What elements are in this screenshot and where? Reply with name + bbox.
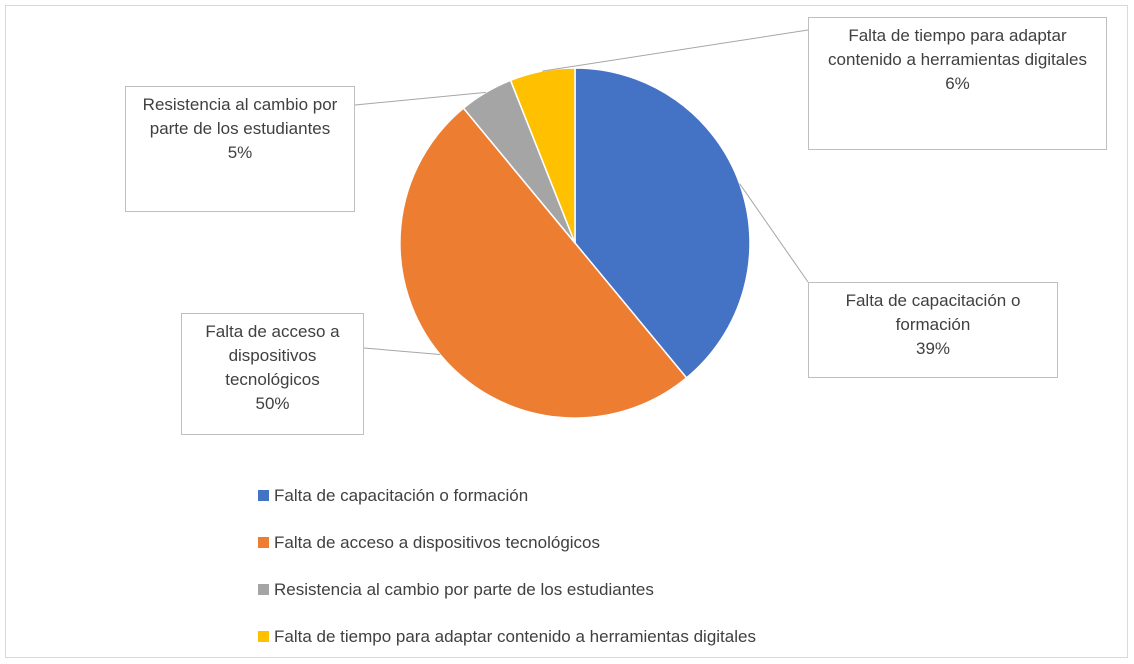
data-label: Falta de tiempo para adaptar contenido a…: [808, 17, 1107, 150]
leader-line: [354, 91, 486, 106]
data-label-value: 5%: [227, 143, 253, 162]
legend-item: Resistencia al cambio por parte de los e…: [258, 580, 654, 600]
data-label-value: 6%: [945, 74, 970, 93]
legend-swatch: [258, 584, 269, 595]
data-label-name: Falta de tiempo para adaptar contenido a…: [828, 26, 1087, 69]
leader-line: [739, 183, 809, 283]
leader-line: [542, 29, 809, 72]
legend-item: Falta de acceso a dispositivos tecnológi…: [258, 533, 600, 553]
data-label: Falta de capacitación o formación 39%: [808, 282, 1058, 378]
data-label: Resistencia al cambio por parte de los e…: [125, 86, 355, 212]
legend-swatch: [258, 631, 269, 642]
legend-swatch: [258, 490, 269, 501]
data-label-name: Falta de acceso a dispositivos tecnológi…: [205, 322, 340, 389]
pie-slice: [574, 67, 751, 379]
legend-label: Falta de tiempo para adaptar contenido a…: [274, 627, 756, 646]
legend-label: Falta de acceso a dispositivos tecnológi…: [274, 533, 601, 552]
data-label-value: 39%: [915, 339, 951, 358]
legend-label: Falta de capacitación o formación: [274, 486, 529, 505]
legend-swatch: [258, 537, 269, 548]
data-label: Falta de acceso a dispositivos tecnológi…: [181, 313, 364, 435]
legend-item: Falta de capacitación o formación: [258, 486, 528, 506]
leader-line: [363, 347, 441, 356]
data-label-name: Resistencia al cambio por parte de los e…: [142, 95, 338, 138]
data-label-value: 50%: [255, 394, 290, 413]
legend-item: Falta de tiempo para adaptar contenido a…: [258, 627, 756, 647]
pie-slice: [509, 67, 576, 244]
legend-label: Resistencia al cambio por parte de los e…: [274, 580, 654, 599]
data-label-name: Falta de capacitación o formación: [845, 291, 1021, 334]
